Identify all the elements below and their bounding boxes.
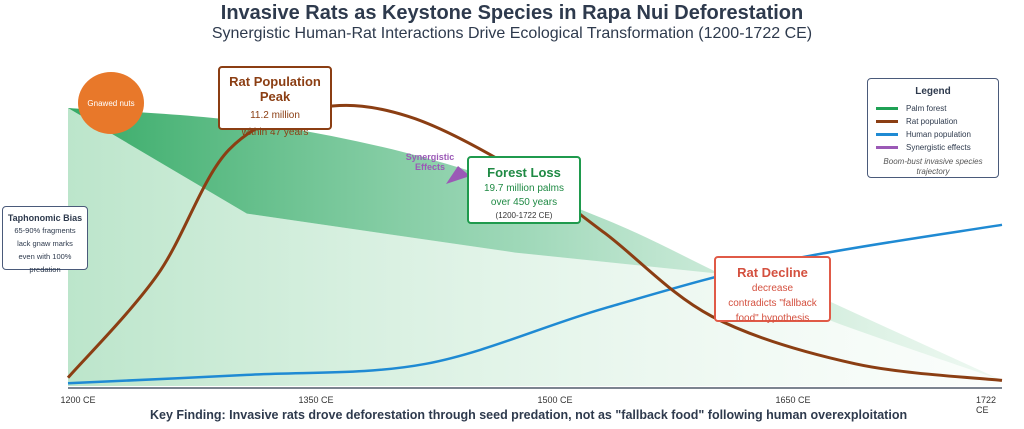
legend-note: Boom-bust invasive species trajectory: [883, 157, 983, 176]
callout-heading: Rat Decline: [737, 265, 808, 280]
page-subtitle: Synergistic Human-Rat Interactions Drive…: [211, 25, 813, 42]
rat-population-line: [66, 103, 1003, 382]
forest-loss-callout: Forest Loss 19.7 million palms over 450 …: [467, 156, 581, 224]
callout-line: 65-90% fragments: [14, 226, 76, 235]
callout-heading: Taphonomic Bias: [7, 213, 83, 223]
legend-swatch: [876, 133, 898, 136]
x-tick-label: 1500 CE: [537, 395, 573, 405]
rat-population-peak-callout: Rat Population Peak 11.2 million within …: [218, 66, 332, 138]
callout-line: over 450 years: [490, 197, 558, 208]
legend-label: Human population: [906, 130, 971, 139]
legend-swatch: [876, 146, 898, 149]
legend-title: Legend: [915, 86, 951, 97]
callout-line: within 47 years: [241, 127, 309, 138]
callout-line: predation: [29, 265, 61, 274]
legend-swatch: [876, 120, 898, 123]
callout-line: lack gnaw marks: [17, 239, 73, 248]
callout-heading: Rat Population Peak: [229, 74, 321, 104]
x-tick-label: 1350 CE: [298, 395, 334, 405]
callout-line: decrease: [751, 283, 794, 294]
callout-heading: Forest Loss: [487, 165, 561, 180]
page-title: Invasive Rats as Keystone Species in Rap…: [220, 2, 804, 24]
callout-line: food" hypothesis: [735, 313, 810, 324]
callout-line: 19.7 million palms: [483, 183, 565, 194]
callout-line: (1200-1722 CE): [495, 211, 553, 220]
key-finding: Key Finding: Invasive rats drove defores…: [150, 408, 908, 422]
palm-forest-area: [68, 108, 1002, 381]
legend-label: Palm forest: [906, 104, 947, 113]
legend-item-palm-forest: Palm forest: [868, 102, 998, 115]
human-population-line: [67, 223, 1003, 385]
gnawed-nuts-badge: Gnawed nuts: [78, 72, 144, 134]
legend-item-rat-population: Rat population: [868, 115, 998, 128]
legend-label: Rat population: [906, 117, 958, 126]
synergistic-arrow: [446, 166, 470, 184]
legend: Legend Palm forest Rat population Human …: [867, 78, 999, 178]
x-tick-label: 1650 CE: [775, 395, 811, 405]
x-tick-label: 1200 CE: [60, 395, 96, 405]
legend-item-synergistic-effects: Synergistic effects: [868, 141, 998, 154]
legend-label: Synergistic effects: [906, 143, 971, 152]
x-tick-label: 1722 CE: [976, 395, 997, 415]
legend-swatch: [876, 107, 898, 110]
callout-line: even with 100%: [18, 252, 72, 261]
taphonomic-bias-callout: Taphonomic Bias 65-90% fragments lack gn…: [2, 206, 88, 274]
callout-line: contradicts "fallback: [728, 298, 817, 309]
legend-item-human-population: Human population: [868, 128, 998, 141]
callout-line: 11.2 million: [250, 110, 300, 121]
rat-decline-callout: Rat Decline decrease contradicts "fallba…: [714, 256, 831, 324]
synergistic-effects-label: Synergistic Effects: [405, 152, 455, 172]
